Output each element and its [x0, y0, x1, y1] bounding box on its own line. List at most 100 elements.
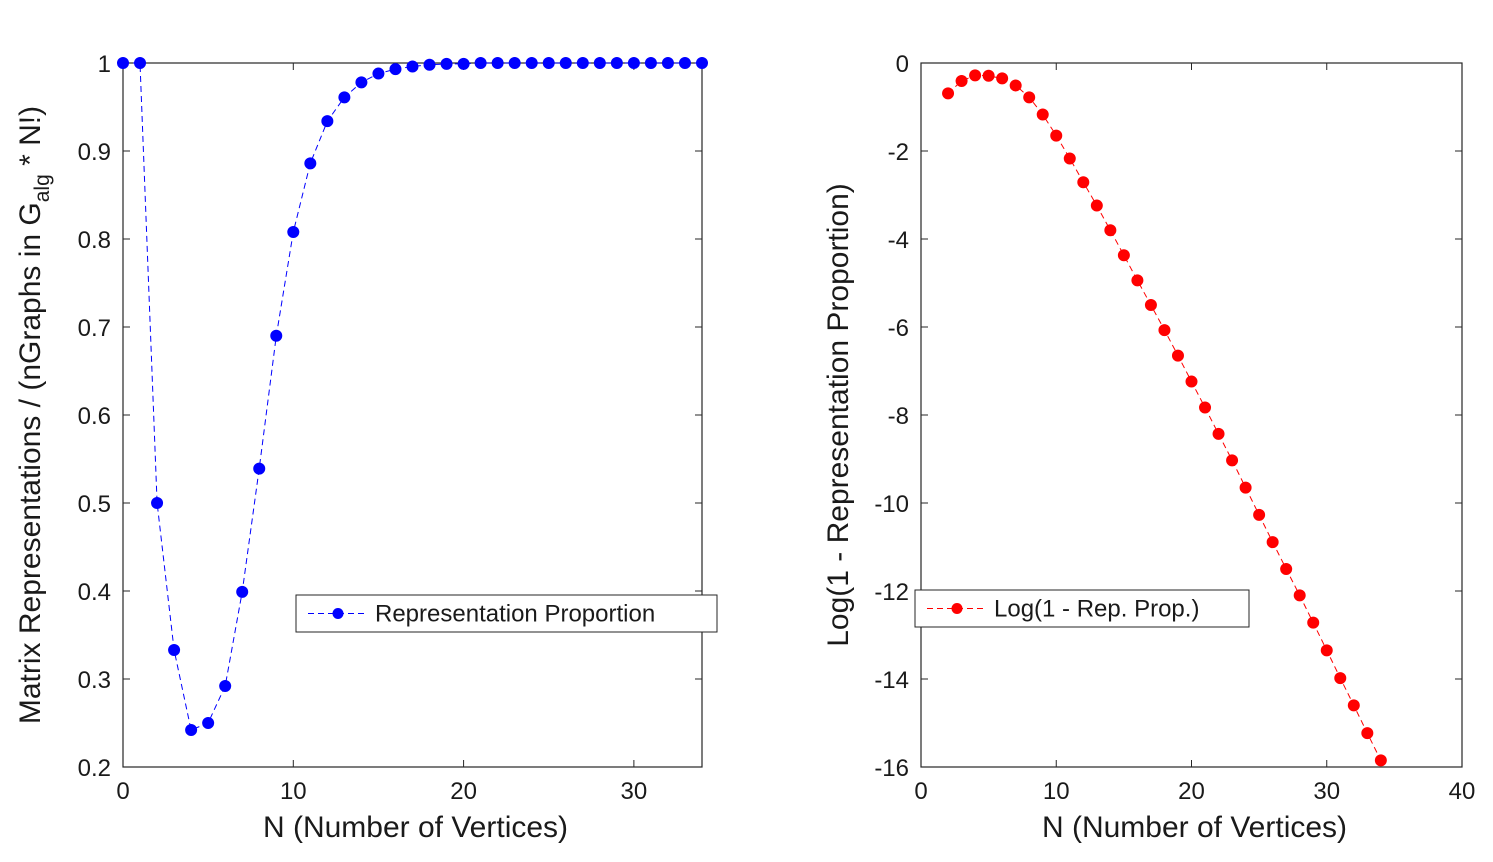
legend-label: Log(1 - Rep. Prop.): [994, 596, 1199, 623]
legend-box: [295, 594, 718, 633]
data-point: [576, 57, 589, 69]
data-point: [1090, 199, 1103, 212]
y-tick-label: 0.3: [78, 667, 111, 694]
legend: Representation Proportion: [295, 594, 718, 633]
y-tick-label: 0.2: [78, 755, 111, 782]
data-point: [559, 57, 572, 69]
data-point: [474, 57, 487, 69]
x-tick-label: 0: [116, 778, 129, 805]
y-axis-label-subscript: alg: [31, 174, 54, 202]
data-point: [1171, 349, 1184, 362]
data-point: [542, 57, 555, 69]
data-point: [321, 115, 334, 128]
data-point: [525, 57, 538, 69]
legend-marker: [951, 603, 963, 614]
data-point: [491, 57, 504, 69]
x-tick-label: 10: [280, 778, 307, 805]
data-point: [1077, 176, 1090, 189]
data-point: [1361, 727, 1374, 740]
y-tick-label: -6: [888, 315, 909, 342]
data-point: [406, 60, 419, 73]
data-point: [1307, 616, 1320, 629]
data-point: [389, 63, 402, 76]
y-tick-label: 0.8: [78, 227, 111, 254]
x-tick-label: 30: [621, 778, 648, 805]
data-point: [1293, 589, 1306, 602]
y-tick-label: -4: [888, 227, 909, 254]
data-point: [1104, 224, 1117, 237]
y-tick-label: 0.9: [78, 139, 111, 166]
chart-right: 0 10 20 30 40 -16 -14 -12 -10 -8 -6 -4 -2 0 N (Number …: [822, 51, 1475, 844]
y-tick-label: 0: [896, 51, 909, 78]
legend: Log(1 - Rep. Prop.): [914, 589, 1250, 628]
data-point: [457, 57, 470, 70]
plot-area-frame: [920, 62, 1463, 768]
data-point: [185, 724, 198, 737]
data-point: [1158, 324, 1171, 337]
data-point: [1239, 481, 1252, 494]
x-tick-label: 10: [1043, 778, 1070, 805]
y-tick-label: -10: [874, 491, 909, 518]
data-point: [1280, 563, 1293, 575]
data-point: [355, 76, 368, 89]
x-tick-label: 20: [1178, 778, 1205, 805]
data-point: [287, 225, 300, 238]
data-point: [644, 57, 657, 69]
data-point: [982, 69, 995, 82]
data-point: [219, 680, 232, 693]
x-axis-label: N (Number of Vertices): [263, 811, 568, 844]
chart-left: 0 10 20 30 0.2 0.3 0.4 0.5 0.6 0.7 0.8 0.9 1 N (Numbe…: [14, 51, 718, 844]
data-point: [1185, 375, 1198, 388]
data-point: [423, 58, 436, 71]
x-axis-label: N (Number of Vertices): [1042, 811, 1347, 844]
y-tick-label: 0.4: [78, 579, 111, 606]
data-point: [1266, 536, 1279, 549]
x-tick-label: 20: [450, 778, 477, 805]
y-tick-label: -2: [888, 139, 909, 166]
data-point: [1023, 91, 1036, 104]
data-point: [202, 717, 215, 729]
data-point: [627, 57, 640, 69]
data-point: [593, 57, 606, 69]
data-point: [1320, 644, 1333, 657]
x-tick-label: 30: [1313, 778, 1340, 805]
data-point: [253, 462, 266, 475]
data-point: [678, 57, 691, 69]
data-point: [1226, 454, 1239, 467]
legend-marker: [332, 608, 344, 619]
y-axis-label-main: Matrix Representations / (nGraphs in G: [14, 202, 47, 724]
data-point: [270, 329, 283, 342]
x-tick-label: 0: [914, 778, 927, 805]
data-point: [969, 69, 982, 82]
data-point: [696, 57, 708, 69]
y-tick-label: -12: [874, 579, 909, 606]
y-axis-label: Matrix Representations / (nGraphs in Gal…: [14, 106, 54, 724]
data-point: [1334, 672, 1347, 685]
data-point: [1050, 129, 1063, 142]
data-point: [610, 57, 623, 69]
data-point: [1036, 108, 1049, 121]
y-tick-label: -14: [874, 667, 909, 694]
data-point: [168, 643, 181, 656]
y-tick-label: 0.6: [78, 403, 111, 430]
data-point: [372, 67, 385, 80]
series-line: [947, 74, 1382, 761]
data-point: [1374, 754, 1387, 767]
data-point: [134, 57, 147, 69]
y-tick-label: -16: [874, 755, 909, 782]
data-point: [236, 585, 249, 598]
y-tick-label: 0.5: [78, 491, 111, 518]
data-point: [440, 57, 453, 70]
data-point: [1144, 299, 1157, 311]
y-tick-label: -8: [888, 403, 909, 430]
data-point: [1009, 79, 1022, 92]
data-point: [1199, 401, 1212, 414]
data-point: [942, 87, 955, 100]
data-point: [1212, 427, 1225, 440]
y-tick-label: 0.7: [78, 315, 111, 342]
plot-area-frame: [122, 62, 703, 768]
data-point: [1131, 274, 1144, 287]
data-point: [1253, 508, 1266, 521]
y-tick-label: 1: [98, 51, 111, 78]
